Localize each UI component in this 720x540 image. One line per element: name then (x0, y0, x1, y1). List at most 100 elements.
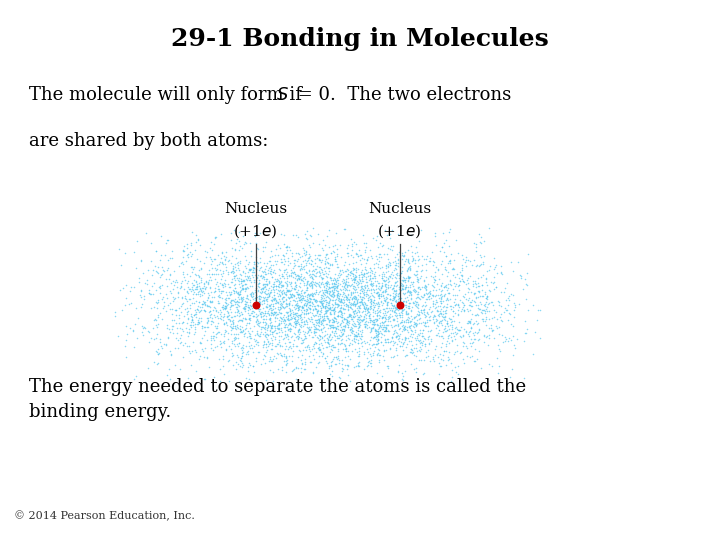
Point (204, 284, 216, 293)
Point (261, 311, 272, 320)
Point (376, 330, 387, 339)
Point (492, 361, 504, 370)
Point (488, 333, 500, 342)
Point (274, 335, 285, 344)
Point (456, 342, 468, 350)
Point (395, 276, 406, 285)
Point (176, 292, 188, 301)
Point (447, 265, 459, 273)
Point (356, 298, 368, 306)
Point (312, 321, 324, 330)
Point (328, 323, 339, 332)
Point (353, 325, 364, 334)
Point (359, 313, 370, 322)
Point (286, 332, 297, 340)
Point (395, 294, 406, 302)
Point (323, 284, 335, 293)
Point (392, 367, 404, 375)
Point (415, 302, 427, 310)
Point (400, 254, 412, 263)
Point (480, 313, 492, 321)
Point (434, 308, 446, 317)
Point (391, 268, 402, 277)
Point (382, 262, 394, 271)
Point (205, 275, 217, 284)
Point (289, 305, 301, 313)
Point (195, 264, 207, 272)
Point (452, 326, 464, 334)
Point (156, 344, 168, 353)
Point (397, 300, 408, 308)
Point (296, 302, 307, 311)
Point (271, 323, 282, 332)
Point (330, 292, 342, 301)
Point (336, 326, 348, 334)
Point (266, 273, 278, 282)
Point (235, 285, 247, 294)
Point (348, 281, 360, 290)
Point (415, 345, 426, 354)
Point (457, 303, 469, 312)
Point (226, 324, 238, 333)
Point (402, 276, 414, 285)
Point (372, 276, 383, 285)
Point (278, 310, 289, 319)
Point (374, 306, 385, 315)
Point (164, 299, 176, 308)
Point (361, 289, 373, 298)
Point (486, 298, 498, 306)
Point (410, 343, 422, 352)
Point (388, 322, 400, 330)
Point (273, 320, 284, 329)
Point (313, 314, 325, 323)
Point (305, 300, 316, 309)
Point (527, 301, 539, 309)
Point (441, 340, 452, 348)
Point (238, 267, 249, 276)
Point (315, 316, 327, 325)
Point (326, 327, 338, 335)
Point (364, 335, 376, 344)
Point (404, 323, 415, 332)
Point (296, 358, 307, 367)
Point (334, 326, 346, 334)
Point (325, 282, 336, 291)
Point (474, 291, 485, 300)
Point (229, 334, 240, 342)
Point (288, 267, 300, 276)
Point (361, 324, 373, 333)
Point (166, 247, 178, 255)
Point (389, 308, 400, 316)
Point (349, 337, 361, 346)
Point (438, 301, 450, 310)
Point (324, 309, 336, 318)
Point (346, 241, 357, 250)
Point (378, 345, 390, 354)
Point (382, 299, 393, 307)
Point (289, 284, 300, 293)
Point (258, 284, 269, 292)
Point (349, 294, 361, 303)
Point (464, 306, 476, 314)
Point (345, 291, 356, 299)
Point (179, 294, 191, 302)
Point (353, 324, 364, 333)
Point (255, 313, 266, 322)
Point (148, 357, 160, 366)
Point (310, 316, 322, 325)
Point (481, 333, 492, 341)
Point (263, 289, 274, 298)
Point (419, 318, 431, 327)
Point (238, 276, 249, 285)
Point (343, 310, 355, 319)
Point (292, 306, 304, 315)
Point (172, 289, 184, 298)
Point (327, 306, 338, 315)
Point (178, 311, 189, 320)
Point (258, 282, 270, 291)
Point (408, 351, 420, 360)
Point (284, 299, 295, 307)
Point (284, 327, 296, 335)
Point (216, 293, 228, 302)
Text: © 2014 Pearson Education, Inc.: © 2014 Pearson Education, Inc. (14, 510, 195, 521)
